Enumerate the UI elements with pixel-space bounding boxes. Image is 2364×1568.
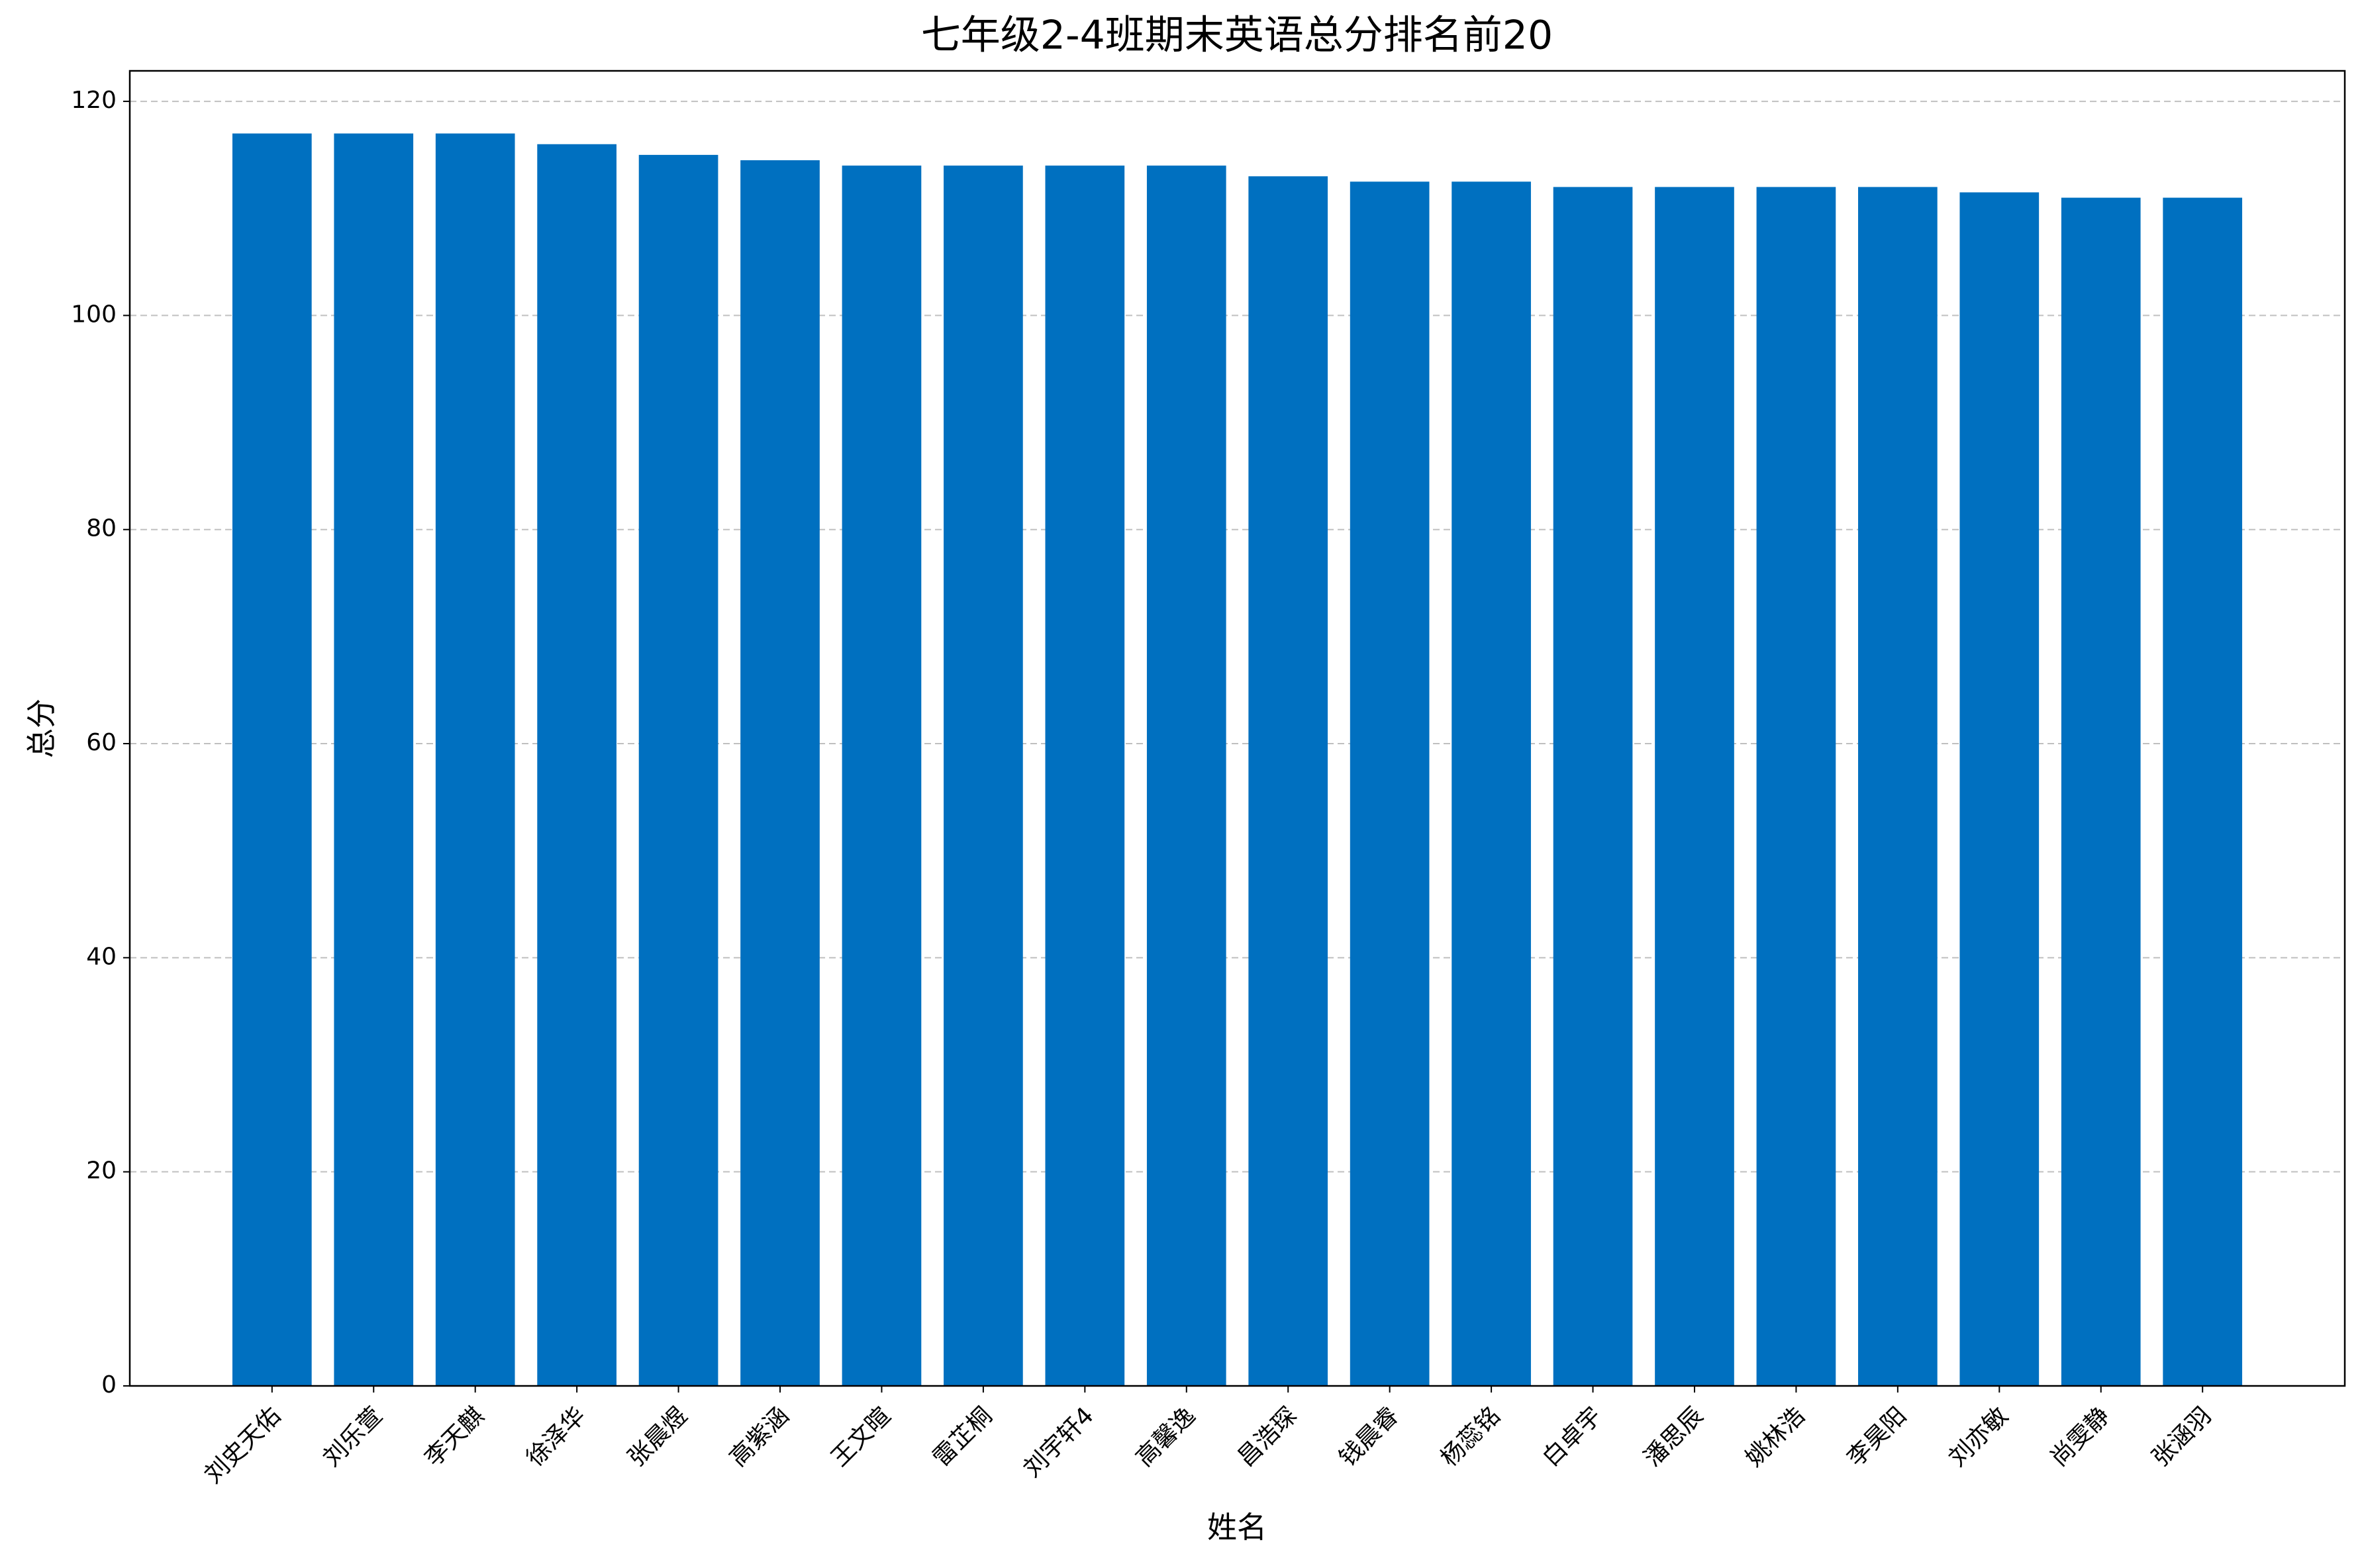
bar xyxy=(1858,187,1938,1386)
y-tick-label: 100 xyxy=(71,301,117,328)
x-tick-label: 刘宇轩4 xyxy=(1018,1402,1099,1483)
x-tick-label: 刘史天佑 xyxy=(199,1402,286,1489)
x-tick-label: 刘亦敏 xyxy=(1944,1402,2013,1471)
y-tick-label: 80 xyxy=(86,515,117,542)
bar xyxy=(638,154,718,1386)
bar xyxy=(435,133,515,1387)
x-tick-label: 潘思辰 xyxy=(1639,1402,1708,1471)
x-tick-label: 高馨逸 xyxy=(1131,1402,1201,1471)
x-tick-label: 张涵羽 xyxy=(2147,1402,2216,1471)
bar xyxy=(1248,176,1328,1387)
bar xyxy=(2061,197,2141,1387)
bar xyxy=(537,144,616,1386)
bar xyxy=(232,133,312,1387)
chart-title: 七年级2-4班期末英语总分排名前20 xyxy=(921,13,1553,59)
bar xyxy=(1756,187,1836,1386)
x-tick-label: 雷芷桐 xyxy=(928,1402,997,1471)
bar xyxy=(944,166,1023,1387)
bar xyxy=(1350,181,1430,1386)
x-tick-label: 杨蕊铭 xyxy=(1436,1402,1505,1471)
y-tick-label: 60 xyxy=(86,729,117,756)
x-tick-label: 姚林浩 xyxy=(1740,1402,1810,1471)
bar xyxy=(1045,166,1125,1387)
x-tick-label: 高紫涵 xyxy=(724,1402,794,1471)
x-axis-label: 姓名 xyxy=(1207,1510,1267,1545)
x-tick-label: 昌浩琛 xyxy=(1232,1402,1302,1471)
bar xyxy=(842,166,922,1387)
plot-frame xyxy=(128,70,2346,1387)
x-tick-label: 李昊阳 xyxy=(1842,1402,1912,1471)
x-tick-label: 刘乐萱 xyxy=(318,1402,387,1471)
bar xyxy=(1655,187,1734,1386)
bar xyxy=(1959,192,2040,1386)
bar xyxy=(1553,187,1633,1386)
bar xyxy=(1452,181,1531,1386)
y-axis-label: 总分 xyxy=(24,699,59,758)
y-tick-label: 40 xyxy=(86,943,117,970)
bar xyxy=(1146,166,1226,1387)
x-tick-label: 张晨煜 xyxy=(623,1402,693,1471)
y-tick-label: 120 xyxy=(71,87,117,114)
x-tick-label: 尚雯静 xyxy=(2045,1402,2115,1471)
x-tick-label: 白卓宇 xyxy=(1538,1402,1607,1471)
bar xyxy=(334,133,414,1387)
x-tick-label: 李天麒 xyxy=(420,1402,489,1471)
y-tick-label: 20 xyxy=(86,1157,117,1185)
bar xyxy=(740,160,820,1386)
x-tick-label: 徐泽华 xyxy=(521,1402,591,1471)
y-tick-label: 0 xyxy=(101,1371,117,1398)
x-tick-label: 钱晨睿 xyxy=(1334,1402,1404,1471)
bar xyxy=(2163,197,2243,1387)
x-tick-label: 王文暄 xyxy=(826,1402,896,1471)
